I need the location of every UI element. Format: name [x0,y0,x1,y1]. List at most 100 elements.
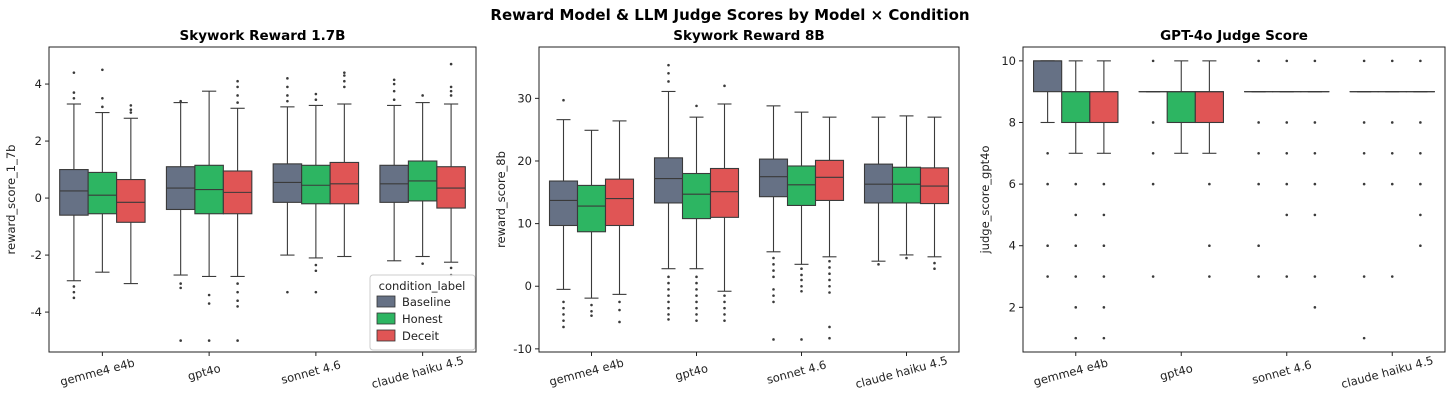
outlier-point [800,284,803,288]
box-baseline-gemme4-e4b [59,71,89,300]
outlier-point [1102,275,1106,278]
outlier-point [236,101,239,104]
outlier-point [828,259,831,263]
outlier-point [129,108,133,112]
outlier-point [236,94,239,97]
outlier-point [1074,213,1078,217]
outlier-point [772,256,775,260]
outlier-point [449,89,453,93]
outlier-point [286,85,289,89]
outlier-point [1390,121,1394,124]
outlier-point [695,288,698,291]
outlier-point [723,313,726,316]
outlier-point [421,262,424,265]
outlier-point [1102,213,1106,217]
box-baseline-claude-haiku-4-5 [379,78,409,262]
box-body [786,165,817,206]
outlier-point [129,111,133,114]
outlier-point [1074,275,1078,278]
outlier-point [800,273,803,277]
outlier-point [562,325,565,329]
legend-label-baseline: Baseline [402,295,451,309]
outlier-point [828,291,831,294]
outlier-point [695,306,698,310]
outlier-point [1285,121,1289,124]
outlier-point [877,263,880,266]
outlier-point [1419,121,1422,124]
outlier-point [1257,151,1260,155]
outlier-point [618,320,621,324]
outlier-point [101,97,104,100]
legend-swatch-honest [376,312,396,325]
outlier-point [723,84,726,88]
x-tick-label-claude-haiku-4-5: claude haiku 4.5 [1340,353,1435,391]
x-tick-label-sonnet-4-6: sonnet 4.6 [279,357,342,386]
y-tick-label: 10 [1001,54,1016,68]
outlier-point [800,278,803,282]
outlier-point [590,309,593,313]
outlier-point [828,325,831,329]
outlier-point [1313,275,1317,278]
panel-2: Skywork Reward 8B -10 0 10 20 30 reward_score_… [494,28,960,391]
outlier-point [772,275,775,279]
outlier-point [421,94,424,97]
x-tick-label-gpt4o: gpt4o [673,361,709,383]
box-honest-claude-haiku-4-5 [1377,59,1407,278]
outlier-point [1151,151,1155,155]
box-deceit-sonnet-4-6 [814,116,845,340]
outlier-point [562,319,565,322]
x-tick-label-gemme4-e4b: gemme4 e4b [59,355,137,388]
box-baseline-gpt4o [165,99,196,342]
outlier-point [723,319,726,322]
outlier-point [236,282,239,285]
box-body [116,178,146,223]
panel-title: Skywork Reward 1.7B [180,28,346,44]
outlier-point [1151,182,1155,186]
outlier-point [236,290,239,294]
x-tick-label-gemme4-e4b: gemme4 e4b [548,355,626,388]
y-tick-label: 8 [1009,115,1016,129]
outlier-point [1102,336,1106,340]
box-honest-sonnet-4-6 [301,92,331,294]
outlier-point [236,305,239,308]
box-baseline-gemme4-e4b [1033,60,1063,278]
figure-title: Reward Model & LLM Judge Scores by Model… [490,6,969,24]
outlier-point [1257,182,1260,186]
outlier-point [1074,182,1078,186]
outlier-point [772,269,775,272]
outlier-point [1313,306,1317,309]
box-body [604,178,635,227]
outlier-point [1285,213,1289,217]
y-tick-label: 2 [1009,300,1016,314]
y-tick-label: -10 [513,342,532,356]
outlier-point [1285,151,1289,155]
outlier-point [1257,244,1260,248]
box-deceit-sonnet-4-6 [329,71,360,258]
box-deceit-gpt4o [222,79,253,342]
outlier-point [1257,59,1260,63]
outlier-point [1074,306,1078,309]
box-deceit-claude-haiku-4-5 [919,116,950,271]
y-tick-label: 2 [35,134,42,148]
outlier-point [1313,213,1317,217]
x-tick-label-gemme4-e4b: gemme4 e4b [1032,355,1110,388]
y-tick-label: -4 [31,305,42,319]
box-body [814,159,845,201]
box-baseline-sonnet-4-6 [1244,59,1274,278]
box-body [272,163,303,203]
box-baseline-sonnet-4-6 [272,77,303,294]
outlier-point [314,92,318,96]
y-tick-label: 20 [517,154,532,168]
panel-title: GPT-4o Judge Score [1160,28,1308,44]
outlier-point [72,290,76,294]
outlier-point [695,300,698,304]
box-body [301,164,331,205]
outlier-point [562,306,565,310]
outlier-point [1390,182,1394,186]
box-body [709,167,740,218]
outlier-point [1102,244,1106,248]
box-deceit-gemme4-e4b [1089,60,1119,340]
legend-swatch-baseline [376,295,396,308]
outlier-point [1151,59,1155,63]
